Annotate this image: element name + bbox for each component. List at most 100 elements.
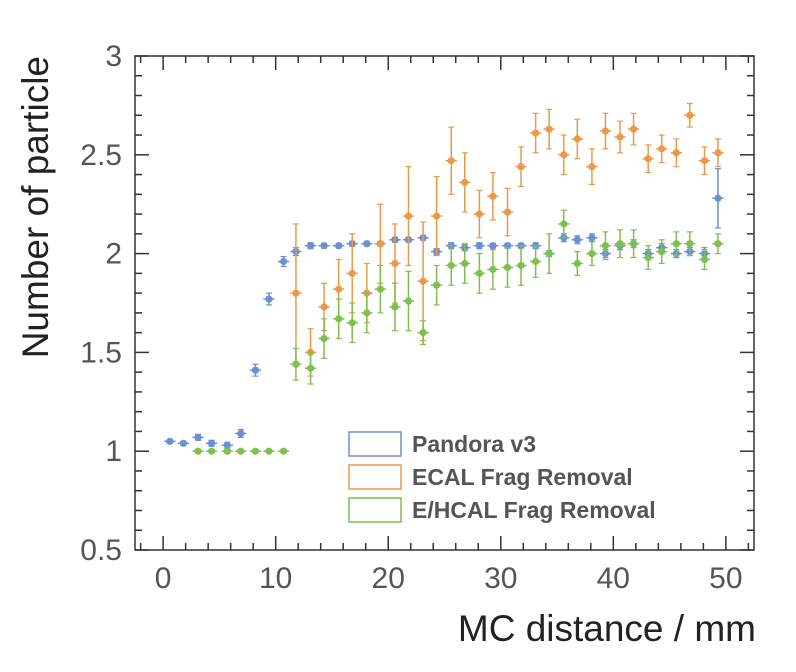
marker (475, 242, 483, 250)
x-tick-label-5: 50 (709, 562, 742, 595)
data-point (501, 187, 514, 237)
marker (588, 250, 596, 258)
marker (644, 253, 652, 262)
marker (363, 240, 371, 248)
data-point (501, 247, 514, 288)
marker (279, 257, 288, 266)
data-point (318, 318, 330, 359)
marker (616, 240, 624, 248)
data-point (290, 347, 302, 381)
marker (489, 265, 497, 274)
data-point (599, 112, 612, 150)
data-point (571, 118, 583, 160)
data-point (402, 166, 415, 267)
marker (545, 250, 553, 258)
data-point (374, 264, 386, 314)
marker (207, 439, 216, 447)
marker (348, 319, 356, 327)
data-point (430, 175, 443, 257)
data-point (192, 433, 204, 441)
marker (292, 360, 300, 368)
series-0 (164, 168, 724, 449)
marker (237, 447, 245, 455)
marker (363, 309, 371, 317)
marker (560, 151, 568, 159)
marker (573, 236, 581, 244)
marker (194, 447, 202, 455)
data-point (642, 144, 654, 174)
marker (433, 212, 441, 220)
data-point (473, 253, 486, 294)
marker (320, 334, 328, 343)
x-axis-title: MC distance / mm (458, 608, 756, 649)
series-layer (164, 102, 724, 455)
x-tick-label-2: 20 (372, 562, 405, 595)
marker (179, 439, 187, 447)
marker (658, 145, 666, 153)
data-point (656, 134, 668, 164)
plot-frame (134, 55, 755, 551)
marker (166, 437, 174, 445)
data-point (445, 126, 457, 195)
data-point (277, 447, 290, 455)
marker (616, 133, 624, 141)
legend: Pandora v3 ECAL Frag Removal E/HCAL Frag… (348, 431, 656, 523)
data-point (656, 239, 668, 265)
x-tick-label-0: 0 (155, 562, 172, 595)
marker (237, 429, 245, 438)
marker (601, 127, 610, 135)
data-point (346, 302, 358, 344)
y-tick-label-0: 0.5 (80, 534, 122, 567)
marker (714, 240, 722, 248)
marker (376, 240, 384, 248)
data-point (586, 233, 598, 243)
marker (461, 259, 469, 268)
marker (404, 297, 413, 305)
data-point (684, 231, 696, 257)
data-point (263, 447, 275, 455)
data-point (586, 241, 598, 267)
data-point (221, 447, 233, 455)
marker (517, 261, 525, 270)
data-point (571, 251, 583, 276)
marker (279, 447, 288, 455)
marker (686, 111, 694, 119)
y-axis-title: Number of particle (15, 56, 56, 358)
marker (629, 125, 638, 133)
data-point (318, 242, 330, 250)
y-tick-label-5: 3 (105, 40, 122, 73)
legend-label-pandora: Pandora v3 (412, 431, 536, 457)
data-point (304, 242, 317, 250)
data-point (530, 245, 542, 278)
marker (517, 163, 525, 171)
marker (447, 157, 455, 165)
data-point (558, 209, 570, 239)
series-1 (290, 102, 724, 377)
y-tick-label-1: 1 (105, 435, 122, 468)
marker (489, 192, 497, 200)
marker (320, 303, 328, 311)
marker (306, 364, 315, 372)
data-point (417, 320, 429, 346)
data-point (459, 152, 471, 213)
marker (376, 285, 384, 293)
marker (391, 303, 399, 311)
marker (714, 149, 722, 157)
marker (532, 129, 540, 137)
data-point (712, 233, 724, 255)
data-point (402, 270, 415, 332)
marker (672, 149, 680, 157)
marker (475, 269, 483, 277)
marker (503, 263, 512, 272)
data-point (333, 242, 345, 250)
data-point (177, 439, 190, 447)
data-point (614, 229, 626, 259)
marker (223, 447, 231, 455)
marker (335, 315, 343, 323)
legend-label-ehcal: E/HCAL Frag Removal (412, 497, 656, 523)
data-point (249, 447, 262, 455)
legend-label-ecal: ECAL Frag Removal (412, 464, 633, 490)
marker (207, 447, 216, 455)
marker (700, 157, 709, 165)
